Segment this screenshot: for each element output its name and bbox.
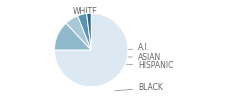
- Text: WHITE: WHITE: [73, 8, 98, 26]
- Text: BLACK: BLACK: [115, 84, 163, 92]
- Wedge shape: [87, 13, 91, 50]
- Text: A.I.: A.I.: [127, 44, 150, 52]
- Wedge shape: [66, 16, 91, 50]
- Wedge shape: [54, 13, 128, 87]
- Wedge shape: [54, 23, 91, 50]
- Wedge shape: [78, 14, 91, 50]
- Text: HISPANIC: HISPANIC: [126, 62, 173, 70]
- Text: ASIAN: ASIAN: [127, 52, 161, 62]
